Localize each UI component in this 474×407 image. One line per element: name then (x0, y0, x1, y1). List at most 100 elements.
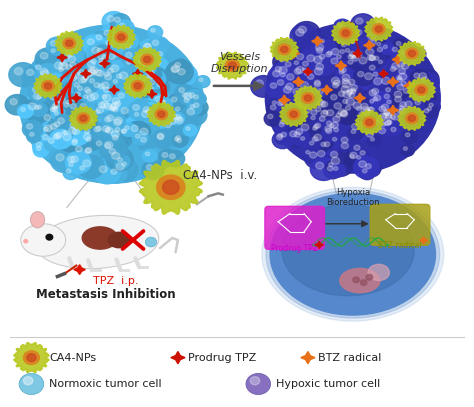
Circle shape (387, 63, 405, 79)
Circle shape (403, 147, 408, 150)
Circle shape (319, 54, 325, 59)
Circle shape (73, 72, 99, 94)
Circle shape (56, 65, 71, 77)
Circle shape (96, 110, 100, 114)
Circle shape (27, 69, 34, 76)
Circle shape (67, 124, 92, 145)
Circle shape (179, 90, 196, 105)
Circle shape (109, 104, 128, 120)
Circle shape (301, 124, 309, 131)
Circle shape (105, 50, 126, 68)
Circle shape (86, 76, 103, 90)
Ellipse shape (282, 204, 414, 296)
Circle shape (99, 59, 103, 62)
Ellipse shape (270, 193, 436, 315)
Circle shape (88, 61, 95, 68)
Circle shape (352, 123, 359, 130)
Circle shape (77, 155, 104, 178)
Circle shape (329, 163, 333, 166)
Circle shape (366, 131, 374, 137)
Circle shape (142, 161, 164, 179)
Circle shape (90, 79, 109, 96)
Circle shape (175, 117, 183, 124)
Circle shape (172, 97, 177, 102)
Circle shape (94, 70, 101, 76)
Circle shape (32, 62, 50, 77)
Circle shape (399, 108, 406, 114)
Circle shape (318, 139, 335, 154)
Circle shape (140, 75, 155, 88)
Circle shape (109, 115, 134, 137)
Circle shape (310, 141, 314, 145)
Circle shape (81, 145, 100, 162)
Circle shape (363, 52, 384, 69)
Circle shape (63, 166, 79, 179)
Circle shape (35, 63, 61, 86)
Circle shape (112, 98, 120, 104)
Circle shape (51, 82, 59, 89)
Circle shape (108, 68, 113, 73)
Circle shape (104, 103, 111, 109)
Circle shape (366, 119, 373, 125)
Polygon shape (109, 85, 119, 94)
Circle shape (290, 92, 317, 115)
Circle shape (402, 130, 418, 143)
Circle shape (390, 114, 395, 119)
Circle shape (409, 90, 430, 108)
Circle shape (70, 75, 77, 81)
Circle shape (102, 55, 109, 60)
Circle shape (374, 78, 382, 85)
Circle shape (302, 70, 316, 81)
Circle shape (160, 118, 182, 137)
Circle shape (330, 151, 337, 158)
Circle shape (140, 54, 146, 59)
Circle shape (325, 126, 331, 131)
Circle shape (301, 93, 314, 103)
Circle shape (141, 40, 160, 56)
Circle shape (403, 88, 410, 94)
Circle shape (73, 118, 79, 123)
Circle shape (326, 54, 350, 74)
Circle shape (365, 113, 369, 117)
Circle shape (98, 53, 105, 59)
Circle shape (359, 118, 376, 132)
Circle shape (385, 109, 411, 131)
Circle shape (316, 107, 321, 112)
Circle shape (100, 69, 118, 84)
Circle shape (299, 98, 320, 116)
Circle shape (275, 66, 282, 72)
FancyBboxPatch shape (370, 204, 430, 245)
Circle shape (111, 169, 117, 174)
Circle shape (106, 98, 132, 120)
Circle shape (310, 59, 337, 81)
Circle shape (144, 57, 151, 63)
Circle shape (375, 26, 383, 32)
Circle shape (337, 55, 341, 59)
Circle shape (170, 112, 197, 135)
Circle shape (316, 162, 324, 169)
Circle shape (182, 93, 188, 97)
Circle shape (44, 127, 48, 131)
Circle shape (158, 111, 165, 117)
Circle shape (299, 26, 307, 33)
Text: Metastasis Inhibition: Metastasis Inhibition (36, 288, 176, 301)
Circle shape (100, 27, 120, 44)
Circle shape (307, 106, 327, 124)
Circle shape (43, 135, 48, 140)
Circle shape (44, 114, 51, 120)
Circle shape (336, 81, 363, 104)
Circle shape (53, 57, 82, 82)
Circle shape (370, 99, 374, 103)
Circle shape (419, 73, 427, 79)
Circle shape (366, 48, 374, 55)
Circle shape (112, 136, 118, 140)
Circle shape (305, 72, 309, 75)
Circle shape (46, 84, 54, 90)
Circle shape (414, 50, 419, 54)
Circle shape (387, 58, 412, 81)
Circle shape (346, 98, 355, 105)
Circle shape (139, 103, 161, 122)
Circle shape (90, 79, 94, 83)
Circle shape (50, 107, 55, 112)
Circle shape (415, 85, 428, 95)
